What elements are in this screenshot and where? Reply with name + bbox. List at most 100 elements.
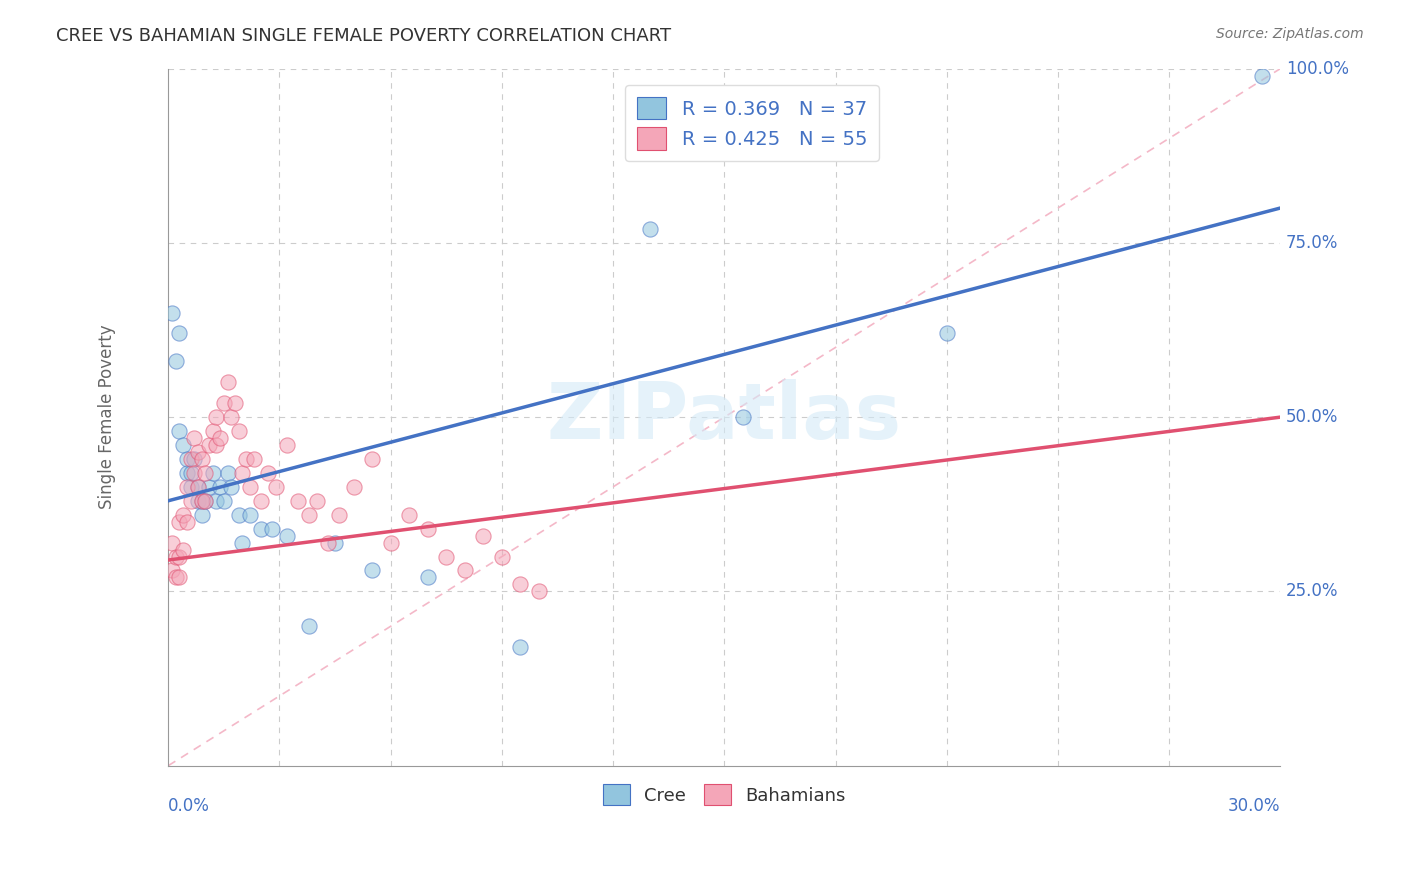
- Point: [361, 564, 384, 578]
- Point: [160, 305, 183, 319]
- Point: [209, 431, 232, 445]
- Point: [194, 493, 217, 508]
- Point: [454, 564, 477, 578]
- Point: [250, 493, 273, 508]
- Point: [194, 466, 217, 480]
- Point: [343, 480, 366, 494]
- Point: [194, 493, 217, 508]
- Point: [231, 466, 253, 480]
- Legend: Cree, Bahamians: Cree, Bahamians: [595, 777, 853, 813]
- Point: [298, 619, 321, 633]
- Point: [217, 376, 239, 390]
- Text: 0.0%: 0.0%: [169, 797, 209, 815]
- Point: [224, 396, 246, 410]
- Point: [205, 438, 228, 452]
- Point: [328, 508, 350, 522]
- Point: [169, 515, 191, 529]
- Point: [509, 640, 531, 655]
- Point: [276, 438, 298, 452]
- Point: [276, 528, 298, 542]
- Point: [205, 410, 228, 425]
- Point: [205, 493, 228, 508]
- Point: [187, 493, 209, 508]
- Point: [180, 480, 202, 494]
- Point: [527, 584, 550, 599]
- Point: [201, 466, 224, 480]
- Point: [172, 438, 194, 452]
- Point: [198, 438, 221, 452]
- Point: [472, 528, 495, 542]
- Point: [165, 549, 187, 564]
- Text: ZIPatlas: ZIPatlas: [547, 379, 901, 455]
- Point: [935, 326, 957, 341]
- Point: [416, 570, 439, 584]
- Point: [190, 508, 212, 522]
- Point: [262, 522, 284, 536]
- Point: [228, 424, 250, 438]
- Point: [398, 508, 420, 522]
- Point: [187, 480, 209, 494]
- Point: [731, 410, 754, 425]
- Point: [264, 480, 287, 494]
- Point: [361, 452, 384, 467]
- Point: [287, 493, 309, 508]
- Point: [491, 549, 513, 564]
- Point: [235, 452, 257, 467]
- Point: [221, 410, 243, 425]
- Text: Source: ZipAtlas.com: Source: ZipAtlas.com: [1216, 27, 1364, 41]
- Point: [180, 493, 202, 508]
- Text: Single Female Poverty: Single Female Poverty: [98, 325, 117, 509]
- Point: [231, 535, 253, 549]
- Point: [201, 424, 224, 438]
- Point: [190, 493, 212, 508]
- Point: [212, 493, 235, 508]
- Point: [176, 480, 198, 494]
- Point: [242, 452, 264, 467]
- Point: [183, 452, 205, 467]
- Point: [176, 452, 198, 467]
- Point: [165, 570, 187, 584]
- Point: [176, 515, 198, 529]
- Point: [169, 570, 191, 584]
- Point: [239, 480, 262, 494]
- Point: [180, 452, 202, 467]
- Point: [187, 445, 209, 459]
- Point: [160, 535, 183, 549]
- Point: [217, 466, 239, 480]
- Point: [183, 431, 205, 445]
- Point: [257, 466, 280, 480]
- Text: 50.0%: 50.0%: [1286, 409, 1339, 426]
- Text: 25.0%: 25.0%: [1286, 582, 1339, 600]
- Point: [198, 480, 221, 494]
- Point: [187, 480, 209, 494]
- Point: [169, 326, 191, 341]
- Point: [169, 424, 191, 438]
- Point: [434, 549, 457, 564]
- Point: [316, 535, 339, 549]
- Point: [209, 480, 232, 494]
- Point: [509, 577, 531, 591]
- Point: [298, 508, 321, 522]
- Point: [323, 535, 346, 549]
- Point: [638, 222, 661, 236]
- Point: [250, 522, 273, 536]
- Point: [221, 480, 243, 494]
- Point: [165, 354, 187, 368]
- Point: [176, 466, 198, 480]
- Point: [172, 508, 194, 522]
- Text: CREE VS BAHAMIAN SINGLE FEMALE POVERTY CORRELATION CHART: CREE VS BAHAMIAN SINGLE FEMALE POVERTY C…: [56, 27, 672, 45]
- Point: [160, 564, 183, 578]
- Point: [380, 535, 402, 549]
- Point: [1250, 69, 1272, 83]
- Point: [190, 493, 212, 508]
- Text: 75.0%: 75.0%: [1286, 234, 1339, 252]
- Point: [190, 452, 212, 467]
- Point: [305, 493, 328, 508]
- Point: [239, 508, 262, 522]
- Point: [212, 396, 235, 410]
- Point: [172, 542, 194, 557]
- Point: [183, 466, 205, 480]
- Point: [228, 508, 250, 522]
- Text: 100.0%: 100.0%: [1286, 60, 1348, 78]
- Text: 30.0%: 30.0%: [1227, 797, 1281, 815]
